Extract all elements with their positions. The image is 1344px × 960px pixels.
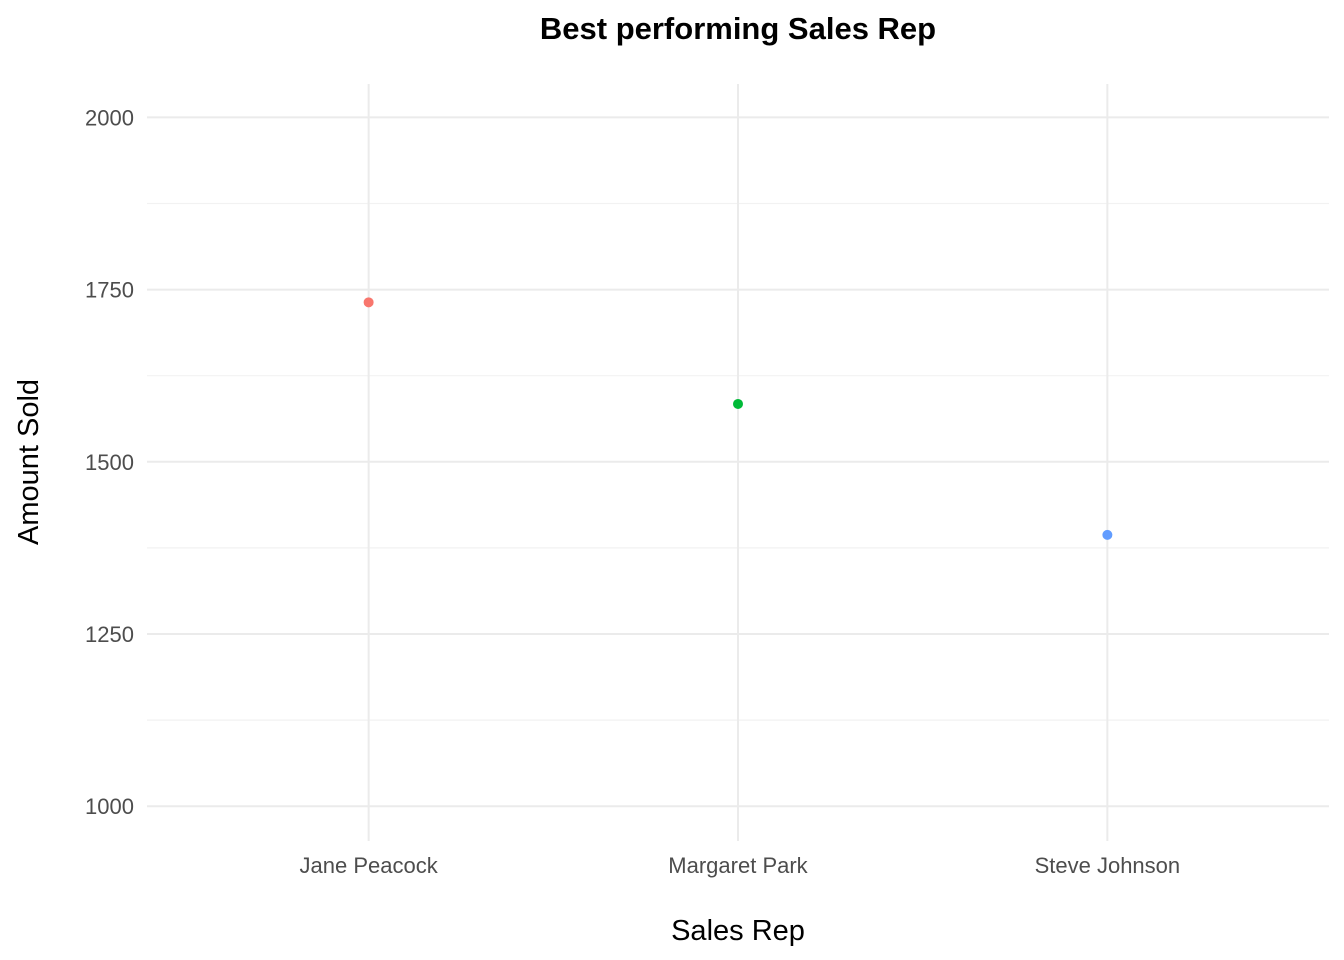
- major-gridlines: [147, 84, 1329, 841]
- data-point: [363, 297, 374, 308]
- y-axis-tick-labels: 1000 1250 1500 1750 2000: [85, 105, 134, 819]
- x-tick-label: Steve Johnson: [1035, 853, 1181, 878]
- x-tick-label: Jane Peacock: [300, 853, 439, 878]
- data-points: [363, 297, 1113, 540]
- y-tick-label: 1000: [85, 794, 134, 819]
- data-point: [733, 398, 743, 409]
- x-axis-title: Sales Rep: [671, 915, 805, 947]
- data-point: [1102, 529, 1113, 540]
- y-tick-label: 2000: [85, 105, 134, 130]
- y-tick-label: 1750: [85, 278, 134, 303]
- x-axis-tick-labels: Jane Peacock Margaret Park Steve Johnson: [300, 853, 1181, 878]
- chart-title: Best performing Sales Rep: [540, 11, 936, 46]
- y-axis-title: Amount Sold: [13, 379, 45, 545]
- y-tick-label: 1500: [85, 450, 134, 475]
- x-tick-label: Margaret Park: [668, 853, 808, 878]
- y-tick-label: 1250: [85, 622, 134, 647]
